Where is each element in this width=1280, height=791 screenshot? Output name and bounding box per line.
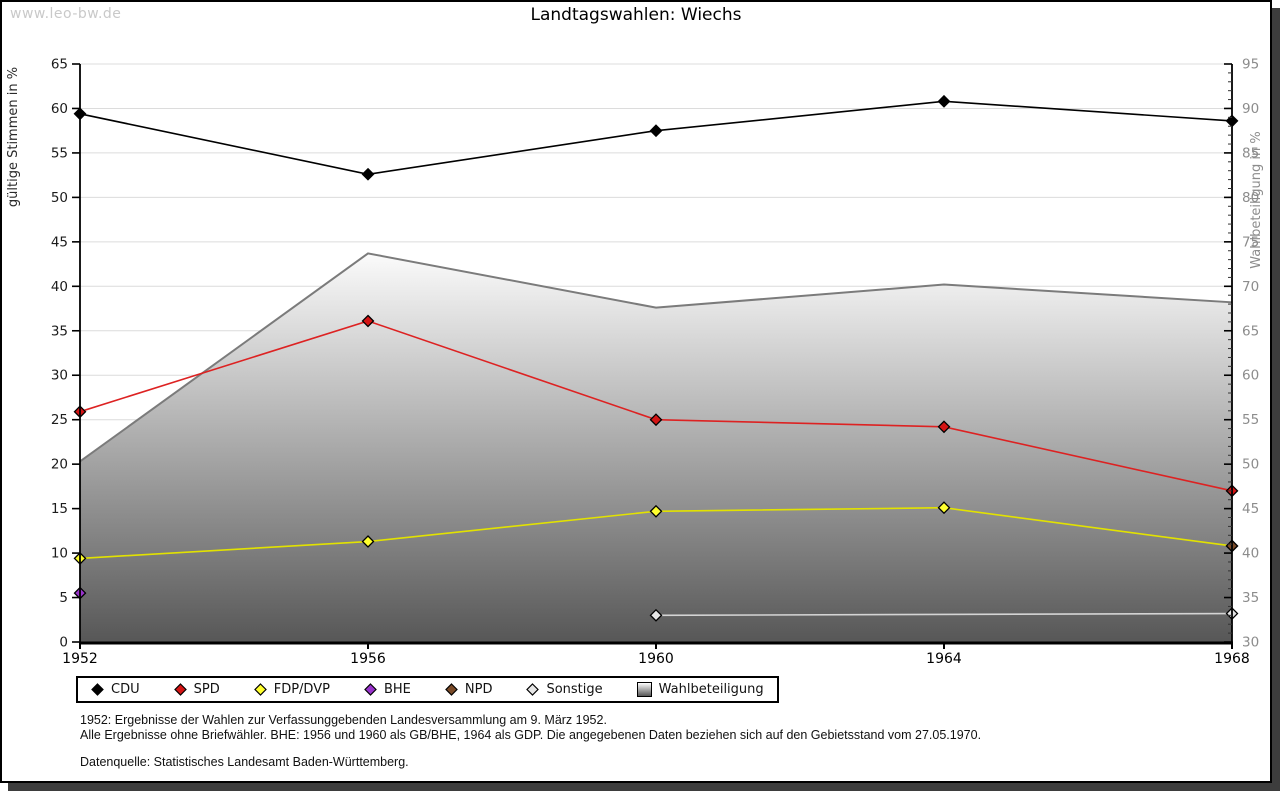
x-tick-label: 1968 (1214, 651, 1250, 667)
left-axis-title: gültige Stimmen in % (6, 67, 21, 207)
right-tick-label: 80 (1242, 190, 1259, 206)
watermark: www.leo-bw.de (10, 6, 122, 22)
legend-item-fdp-dvp: FDP/DVP (253, 682, 330, 697)
legend-diamond-icon-fdp-dvp (253, 683, 267, 696)
left-tick-label: 40 (51, 279, 68, 295)
right-tick-label: 35 (1242, 590, 1259, 606)
right-tick-label: 50 (1242, 457, 1259, 473)
data-point-sonstige (649, 608, 663, 622)
footnote-line-2: Alle Ergebnisse ohne Briefwähler. BHE: 1… (80, 727, 982, 742)
legend-label-cdu: CDU (111, 682, 140, 697)
frame-shadow-bottom (8, 783, 1280, 791)
legend-label-spd: SPD (193, 682, 220, 697)
wahlbeteiligung-boundary-line (79, 252, 1233, 463)
data-point-fdp-dvp (649, 504, 663, 518)
x-tick-label: 1964 (926, 651, 962, 667)
left-tick-label: 5 (59, 590, 68, 606)
x-tick-label: 1960 (638, 651, 674, 667)
left-tick-label: 35 (51, 323, 68, 339)
series-line-cdu (79, 100, 1233, 176)
legend-diamond-icon-spd (173, 683, 187, 696)
left-tick-label: 55 (51, 145, 68, 161)
right-tick-label: 85 (1242, 145, 1259, 161)
data-point-cdu (361, 167, 375, 181)
left-tick-label: 50 (51, 190, 68, 206)
left-tick-label: 30 (51, 368, 68, 384)
data-point-fdp-dvp (937, 501, 951, 515)
legend-area-swatch-icon (636, 682, 652, 697)
left-tick-label: 0 (59, 635, 68, 651)
right-axis-title: Wahlbeteiligung in % (1249, 131, 1264, 268)
right-tick-label: 45 (1242, 501, 1259, 517)
legend-diamond-icon-npd (445, 683, 458, 696)
data-point-fdp-dvp (361, 535, 375, 548)
legend-label-bhe: BHE (383, 682, 411, 697)
right-tick-label: 40 (1242, 546, 1259, 562)
right-tick-label: 55 (1242, 412, 1259, 428)
legend-item-bhe: BHE (364, 682, 411, 697)
data-point-cdu (649, 124, 663, 138)
left-tick-label: 25 (51, 412, 68, 428)
legend-item-npd: NPD (445, 682, 493, 697)
data-point-cdu (937, 94, 951, 108)
right-tick-label: 90 (1242, 101, 1259, 117)
legend-diamond-icon-cdu (91, 683, 104, 696)
left-tick-label: 65 (51, 57, 68, 73)
left-tick-label: 15 (51, 501, 68, 517)
source-line: Datenquelle: Statistisches Landesamt Bad… (80, 755, 409, 769)
x-tick-label: 1952 (62, 651, 98, 667)
right-tick-label: 65 (1242, 323, 1259, 339)
legend-item-wahlbeteiligung: Wahlbeteiligung (636, 682, 764, 697)
election-chart-svg: 0 5 10 15 20 25 30 35 40 45 50 55 60 65 30 35 40 45 50 55 60… (6, 57, 1264, 668)
right-tick-label: 75 (1242, 234, 1259, 250)
legend: CDU SPD FDP/DVP BHE NPD Sonstige Wahlbeteiligu… (76, 676, 779, 703)
legend-label-npd: NPD (464, 682, 493, 697)
legend-label-wahlbeteiligung: Wahlbeteiligung (658, 682, 764, 697)
wahlbeteiligung-area (80, 253, 1232, 642)
left-tick-label: 20 (51, 457, 68, 473)
footnotes: 1952: Ergebnisse der Wahlen zur Verfassu… (80, 713, 981, 770)
left-tick-label: 60 (51, 101, 68, 117)
right-tick-label: 70 (1242, 279, 1259, 295)
data-point-spd (361, 314, 375, 328)
right-tick-label: 95 (1242, 57, 1259, 73)
left-tick-label: 10 (51, 546, 68, 562)
x-tick-label: 1956 (350, 651, 386, 667)
legend-item-spd: SPD (173, 682, 220, 697)
right-tick-label: 30 (1242, 635, 1259, 651)
legend-diamond-icon-bhe (364, 683, 377, 696)
legend-label-fdp-dvp: FDP/DVP (273, 682, 330, 697)
footnote-line-1: 1952: Ergebnisse der Wahlen zur Verfassu… (80, 713, 607, 727)
legend-item-sonstige: Sonstige (526, 682, 603, 697)
legend-label-sonstige: Sonstige (546, 682, 603, 697)
data-point-spd (937, 420, 951, 434)
chart-title: Landtagswahlen: Wiechs (530, 5, 742, 25)
data-point-spd (649, 413, 663, 427)
series-line-sonstige (655, 612, 1233, 617)
left-tick-label: 45 (51, 234, 68, 250)
frame-shadow-right (1272, 8, 1280, 783)
legend-diamond-icon-sonstige (526, 683, 540, 696)
legend-item-cdu: CDU (91, 682, 140, 697)
right-tick-label: 60 (1242, 368, 1259, 384)
